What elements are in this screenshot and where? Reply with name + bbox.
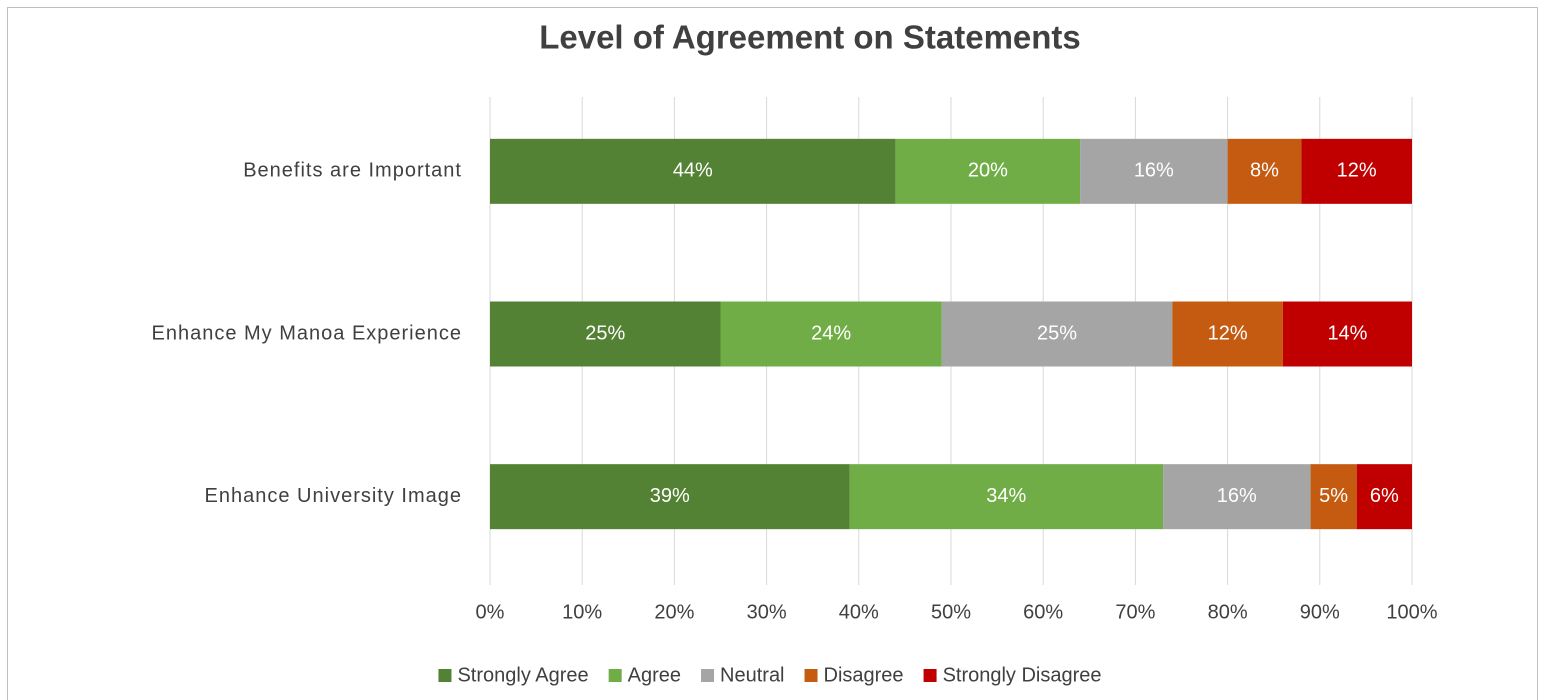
bar-segment bbox=[1172, 301, 1283, 367]
data-label: 6% bbox=[1370, 485, 1399, 507]
bar-segment bbox=[1282, 301, 1412, 367]
data-label: 25% bbox=[1037, 322, 1077, 344]
data-label: 20% bbox=[968, 160, 1008, 182]
data-label: 12% bbox=[1337, 160, 1377, 182]
data-label: 8% bbox=[1250, 160, 1279, 182]
legend-label: Disagree bbox=[824, 664, 904, 686]
data-label: 25% bbox=[585, 322, 625, 344]
data-label: 39% bbox=[650, 485, 690, 507]
x-tick-label: 70% bbox=[1115, 601, 1155, 623]
bar-segment bbox=[490, 301, 721, 367]
legend-swatch bbox=[804, 669, 818, 682]
data-label: 5% bbox=[1319, 485, 1348, 507]
data-label: 16% bbox=[1217, 485, 1257, 507]
x-tick-label: 40% bbox=[839, 601, 879, 623]
x-tick-label: 60% bbox=[1023, 601, 1063, 623]
y-tick-label: Enhance University Image bbox=[205, 485, 462, 507]
y-tick-label: Enhance My Manoa Experience bbox=[152, 322, 463, 344]
bar-segment bbox=[1301, 138, 1412, 204]
legend-label: Agree bbox=[628, 664, 681, 686]
data-label: 12% bbox=[1208, 322, 1248, 344]
bar-segment bbox=[1227, 138, 1302, 204]
x-tick-label: 10% bbox=[562, 601, 602, 623]
bar-segment bbox=[490, 138, 896, 204]
legend-swatch bbox=[701, 669, 715, 682]
legend-swatch bbox=[608, 669, 622, 682]
legend-label: Strongly Agree bbox=[457, 664, 588, 686]
chart-title: Level of Agreement on Statements bbox=[539, 19, 1081, 56]
x-tick-label: 0% bbox=[476, 601, 505, 623]
legend-label: Strongly Disagree bbox=[943, 664, 1102, 686]
bar-segment bbox=[1356, 464, 1412, 530]
data-label: 14% bbox=[1327, 322, 1367, 344]
x-tick-label: 100% bbox=[1386, 601, 1437, 623]
bar-segment bbox=[490, 464, 850, 530]
data-label: 16% bbox=[1134, 160, 1174, 182]
x-tick-label: 20% bbox=[654, 601, 694, 623]
legend-swatch bbox=[438, 669, 452, 682]
x-tick-label: 30% bbox=[747, 601, 787, 623]
data-label: 44% bbox=[673, 160, 713, 182]
legend-label: Neutral bbox=[720, 664, 784, 686]
legend-swatch bbox=[923, 669, 937, 682]
x-tick-label: 90% bbox=[1300, 601, 1340, 623]
bar-segment bbox=[849, 464, 1164, 530]
y-tick-label: Benefits are Important bbox=[243, 160, 462, 182]
bar-segment bbox=[1080, 138, 1228, 204]
bar-segment bbox=[895, 138, 1081, 204]
x-tick-label: 80% bbox=[1208, 601, 1248, 623]
bar-segment bbox=[941, 301, 1173, 367]
data-label: 24% bbox=[811, 322, 851, 344]
x-tick-label: 50% bbox=[931, 601, 971, 623]
bar-segment bbox=[1163, 464, 1311, 530]
data-label: 34% bbox=[986, 485, 1026, 507]
bar-segment bbox=[720, 301, 942, 367]
bar-segment bbox=[1310, 464, 1357, 530]
